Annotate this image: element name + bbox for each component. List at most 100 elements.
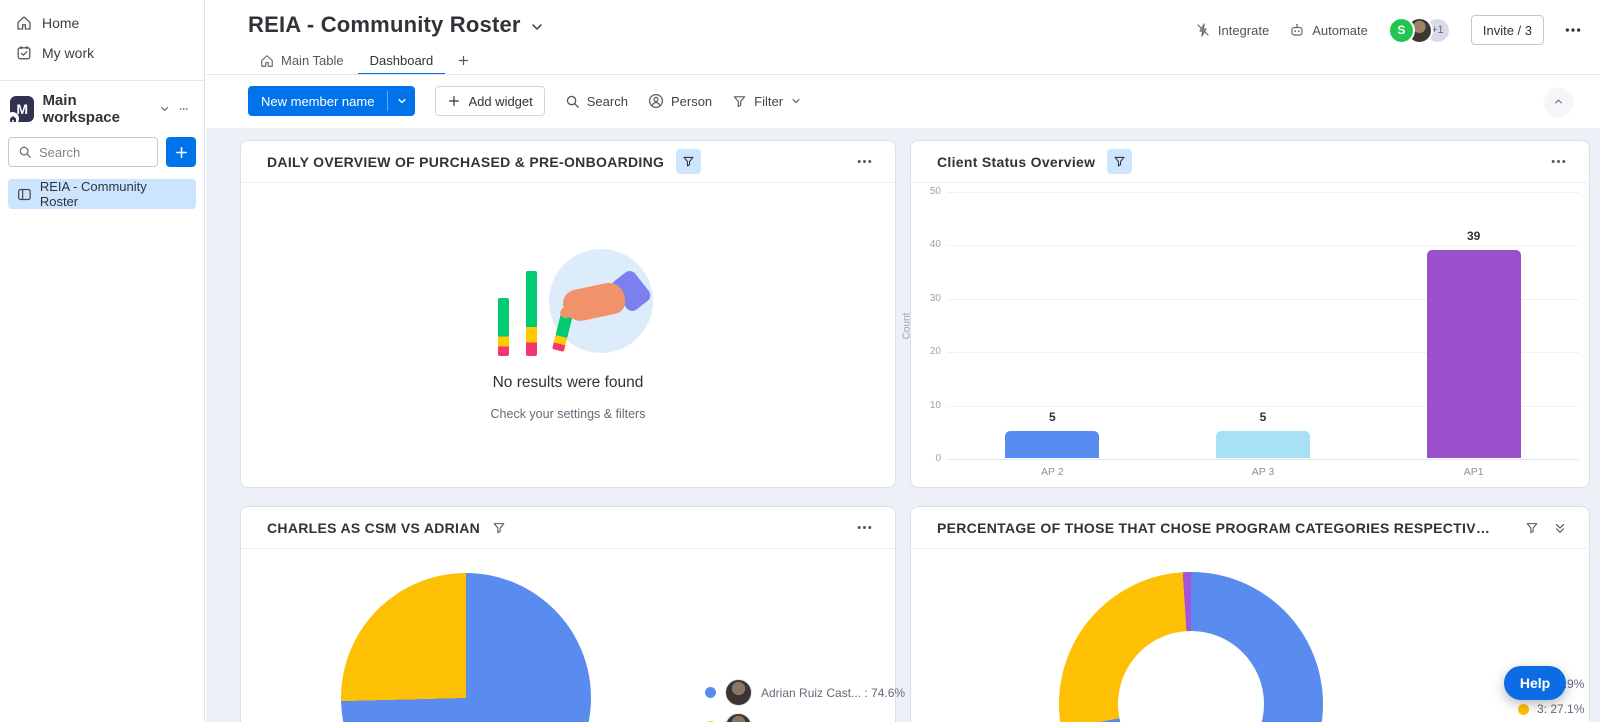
integrate-icon (1197, 23, 1209, 37)
x-category-label: AP 2 (1041, 466, 1064, 478)
chevron-up-icon (1555, 99, 1562, 104)
y-tick-label: 0 (935, 453, 941, 464)
legend-item[interactable]: 3: 27.1% (1518, 702, 1584, 716)
legend-item[interactable]: Adrian Ruiz Cast... : 74.6% (705, 679, 905, 706)
widget-menu-dots-icon[interactable] (856, 153, 873, 170)
legend-avatar (725, 679, 752, 706)
widget-filter-button[interactable] (1525, 521, 1539, 535)
gridline (947, 352, 1579, 354)
collapse-toolbar-button[interactable] (1545, 88, 1572, 115)
avatar-initial: S (1387, 16, 1415, 44)
filter-button[interactable]: Filter (732, 94, 802, 109)
board-tabs: Main Table Dashboard (248, 47, 480, 75)
y-tick-label: 20 (929, 346, 941, 358)
sidebar: Home My work M Main workspace Search REI… (0, 0, 205, 722)
legend-avatar (725, 713, 752, 722)
widget-header: PERCENTAGE OF THOSE THAT CHOSE PROGRAM C… (911, 507, 1589, 549)
automate-icon (1291, 23, 1303, 36)
empty-state-title: No results were found (492, 374, 644, 391)
automate-label: Automate (1312, 22, 1368, 38)
sidebar-search-input[interactable]: Search (8, 137, 158, 167)
new-member-button[interactable]: New member name (248, 86, 416, 116)
board-menu-dots-icon[interactable] (1564, 21, 1582, 39)
bar-value-label: 39 (1466, 228, 1481, 243)
widget-menu-dots-icon[interactable] (1550, 153, 1567, 170)
integrate-button[interactable]: Integrate (1195, 22, 1269, 38)
workspace-menu-dots-icon[interactable] (179, 101, 194, 117)
widget-title: PERCENTAGE OF THOSE THAT CHOSE PROGRAM C… (937, 519, 1492, 536)
plus-icon (175, 146, 187, 158)
sidebar-item-home[interactable]: Home (0, 8, 204, 38)
search-button[interactable]: Search (565, 94, 628, 109)
add-widget-button[interactable]: Add widget (435, 86, 545, 116)
search-icon (566, 95, 579, 108)
widget-header: Client Status Overview (911, 141, 1589, 183)
page-title: REIA - Community Roster (248, 12, 521, 37)
tab-dashboard[interactable]: Dashboard (357, 47, 446, 75)
pie-chart[interactable] (341, 573, 591, 722)
avatar-stack[interactable]: S +1 (1387, 16, 1451, 44)
workspace-home-badge-icon (6, 112, 19, 125)
bar-chart-plot: 0 10 20 30 40 50 5 AP 2 5 AP 3 39 AP1 (930, 186, 1579, 478)
empty-state-illustration (241, 231, 895, 361)
widget-menu-dots-icon[interactable] (856, 519, 873, 536)
collapse-widget-double-chevron-icon[interactable] (1553, 521, 1567, 535)
x-category-label: AP1 (1463, 466, 1484, 478)
filter-funnel-icon (1114, 156, 1125, 167)
workspace-switcher[interactable]: M Main workspace (0, 91, 204, 127)
person-filter-button[interactable]: Person (648, 93, 712, 109)
my-work-icon (17, 45, 31, 60)
bar-chart: Count 0 10 20 30 40 50 5 AP 2 5 AP 3 39 AP1 (902, 186, 1579, 478)
filter-funnel-icon (683, 156, 694, 167)
widget-header: CHARLES AS CSM VS ADRIAN (241, 507, 895, 549)
sidebar-item-my-work[interactable]: My work (0, 38, 204, 68)
widget-filter-button[interactable] (676, 149, 702, 174)
new-member-label: New member name (261, 93, 375, 109)
tab-main-table[interactable]: Main Table (248, 47, 356, 74)
add-widget-label: Add widget (468, 93, 533, 109)
widget-title: Client Status Overview (937, 153, 1096, 170)
legend-label: 3: 27.1% (1537, 702, 1585, 716)
workspace-initial: M (16, 101, 29, 117)
search-icon (19, 146, 31, 158)
bar-ap-3[interactable]: 5 (1216, 410, 1310, 458)
chevron-down-icon (161, 107, 169, 111)
sidebar-board-reia[interactable]: REIA - Community Roster (8, 179, 196, 209)
bar-ap-2[interactable]: 5 (1005, 410, 1100, 458)
board-item-label: REIA - Community Roster (39, 179, 147, 209)
widget-title: DAILY OVERVIEW OF PURCHASED & PRE-ONBOAR… (267, 153, 665, 170)
header-actions: Integrate Automate S +1 Invite / 3 (1195, 15, 1582, 45)
sidebar-add-button[interactable] (166, 137, 196, 167)
chevron-down-icon[interactable] (790, 95, 802, 107)
bar-ap1[interactable]: 39 (1426, 229, 1521, 458)
tab-label: Dashboard (369, 53, 434, 68)
board-header: REIA - Community Roster Integrate Automa… (206, 0, 1600, 128)
pie-legend: Adrian Ruiz Cast... : 74.6% (705, 679, 905, 722)
bar-chart-ylabel: Count (901, 312, 913, 339)
widget-client-status: Client Status Overview Count 0 10 20 30 40 50… (902, 140, 1590, 488)
bar-value-label: 5 (1048, 410, 1056, 425)
filter-funnel-icon (493, 522, 505, 533)
widget-filter-button[interactable] (1107, 149, 1133, 174)
search-label: Search (586, 93, 628, 109)
automate-button[interactable]: Automate (1289, 22, 1368, 38)
widget-filter-button[interactable] (492, 521, 506, 535)
invite-button[interactable]: Invite / 3 (1470, 15, 1544, 45)
plus-icon (459, 55, 469, 66)
x-category-label: AP 3 (1251, 466, 1275, 478)
legend-label: Adrian Ruiz Cast... : 74.6% (761, 685, 906, 700)
title-chevron-down-icon[interactable] (529, 19, 545, 35)
legend-dot (1518, 703, 1529, 715)
gridline (947, 459, 1579, 460)
new-member-chevron-down-icon[interactable] (388, 86, 415, 116)
widget-title: CHARLES AS CSM VS ADRIAN (267, 519, 481, 536)
bar-value-label: 5 (1259, 410, 1267, 425)
add-tab-button[interactable] (447, 47, 480, 74)
donut-chart[interactable] (1059, 572, 1323, 722)
sidebar-divider (0, 80, 204, 81)
help-button[interactable]: Help (1504, 666, 1566, 700)
legend-item[interactable] (705, 713, 905, 722)
sidebar-item-label: Home (42, 15, 80, 31)
y-tick-label: 40 (929, 239, 941, 251)
